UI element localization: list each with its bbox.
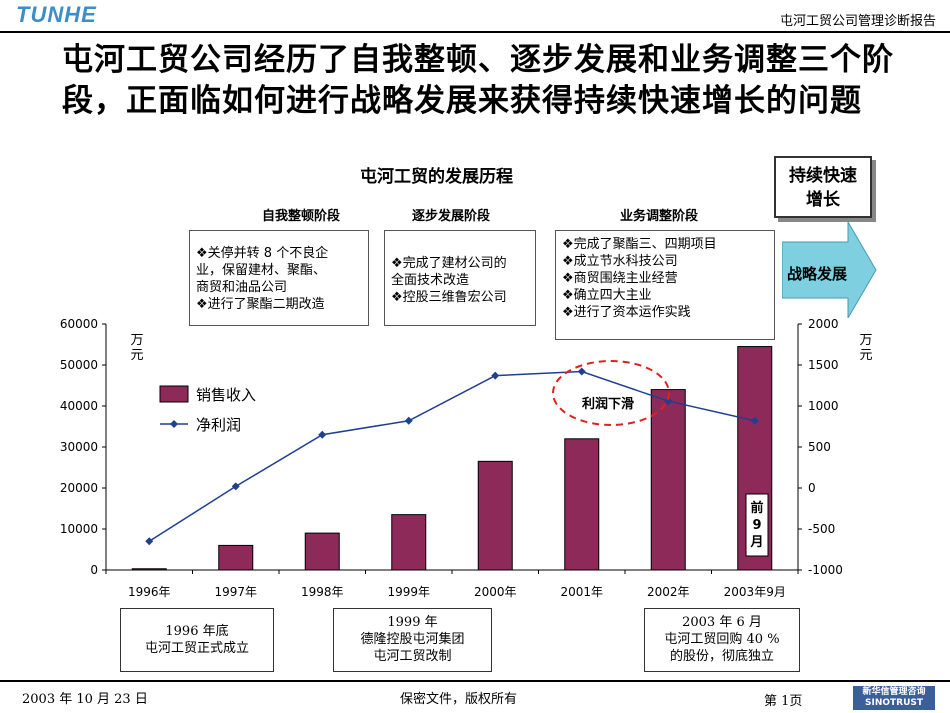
stage-box-1: ❖关停并转 8 个不良企 业，保留建材、聚酯、 商贸和油品公司 ❖进行了聚酯二期… (189, 230, 369, 326)
bar-sales (650, 389, 686, 571)
stage-2-item: 全面技术改造 (391, 273, 470, 288)
right-axis-tick-label: -1000 (808, 563, 843, 577)
point-net-profit (491, 371, 500, 380)
legend-label-sales: 销售收入 (196, 386, 256, 404)
point-net-profit (664, 397, 673, 406)
point-net-profit (318, 430, 327, 439)
left-axis-tick-label: 50000 (60, 358, 98, 372)
left-axis-tick-label: 30000 (60, 440, 98, 454)
right-axis-label: 万 (859, 333, 872, 348)
milestone-2003-line3: 的股份，彻底独立 (669, 649, 774, 664)
right-axis-tick-label: 2000 (808, 317, 839, 331)
goal-line-2: 增长 (806, 190, 840, 210)
x-axis-tick-label: 1999年 (387, 585, 430, 599)
point-net-profit (404, 416, 413, 425)
point-net-profit (750, 416, 759, 425)
consultancy-name-en: SINOTRUST (864, 698, 923, 708)
stage-box-3: ❖完成了聚酯三、四期项目 ❖成立节水科技公司 ❖商贸围绕主业经营 ❖确立四大主业… (555, 230, 775, 340)
bar-sales (131, 568, 167, 571)
stage-label-1: 自我整顿阶段 (262, 209, 341, 224)
left-axis-tick-label: 60000 (60, 317, 98, 331)
x-axis-tick-label: 1998年 (301, 585, 344, 599)
stage-1-item: 商贸和油品公司 (196, 280, 288, 295)
stage-2-item: ❖控股三维鲁宏公司 (391, 290, 507, 305)
milestone-1996-line1: 1996 年底 (165, 624, 229, 639)
milestone-2003-line1: 2003 年 6 月 (682, 615, 762, 630)
bar-sales (477, 460, 513, 571)
stage-2-item: ❖完成了建材公司的 (391, 256, 507, 271)
partial-year-box (745, 493, 769, 557)
point-net-profit (577, 367, 586, 376)
footer-date: 2003 年 10 月 23 日 (22, 692, 148, 707)
stage-1-item: ❖关停并转 8 个不良企 (196, 246, 329, 261)
milestone-1999-line1: 1999 年 (387, 615, 438, 630)
goal-line-1: 持续快速 (789, 166, 857, 186)
stage-box-2: ❖完成了建材公司的 全面技术改造 ❖控股三维鲁宏公司 (384, 230, 536, 326)
right-axis-tick-label: 0 (808, 481, 816, 495)
right-axis-tick-label: -500 (808, 522, 835, 536)
left-axis-label: 万 (130, 333, 143, 348)
bar-sales (218, 544, 254, 571)
stage-3-item: ❖确立四大主业 (562, 288, 652, 303)
footer-confidential: 保密文件，版权所有 (400, 692, 518, 707)
left-axis-tick-label: 10000 (60, 522, 98, 536)
x-axis-tick-label: 2002年 (647, 585, 690, 599)
milestone-1996-line2: 屯河工贸正式成立 (144, 641, 249, 656)
stage-3-item: ❖进行了资本运作实践 (562, 305, 691, 320)
strategy-arrow (782, 222, 877, 318)
stage-label-3: 业务调整阶段 (620, 209, 699, 224)
stage-1-item: ❖进行了聚酯二期改造 (196, 297, 325, 312)
goal-box: 持续快速 增长 (774, 156, 872, 218)
right-axis-tick-label: 1000 (808, 399, 839, 413)
legend-marker-profit (170, 420, 178, 428)
report-title: 屯河工贸公司管理诊断报告 (779, 14, 936, 29)
header-divider (0, 31, 950, 33)
right-axis-tick-label: 500 (808, 440, 831, 454)
legend-label-profit: 净利润 (196, 416, 241, 434)
partial-year-label: 月 (749, 535, 763, 550)
strategy-arrow-label: 战略发展 (787, 265, 848, 283)
stage-label-2: 逐步发展阶段 (412, 209, 491, 224)
left-axis-tick-label: 40000 (60, 399, 98, 413)
footer-divider (0, 680, 950, 682)
x-axis-tick-label: 1996年 (128, 585, 171, 599)
right-axis-tick-label: 1500 (808, 358, 839, 372)
consultancy-name-cn: 新华信管理咨询 (862, 687, 926, 697)
partial-year-label: 前 (750, 500, 763, 516)
profit-drop-ellipse (552, 360, 670, 426)
x-axis-tick-label: 2001年 (560, 585, 603, 599)
page-title: 屯河工贸公司经历了自我整顿、逐步发展和业务调整三个阶段，正面临如何进行战略发展来… (62, 42, 894, 119)
stage-1-item: 业，保留建材、聚酯、 (196, 263, 327, 278)
left-axis-tick-label: 0 (90, 563, 98, 577)
line-net-profit (148, 370, 755, 542)
stage-3-item: ❖成立节水科技公司 (562, 254, 678, 269)
milestone-1996: 1996 年底 屯河工贸正式成立 (120, 608, 274, 672)
stage-3-item: ❖完成了聚酯三、四期项目 (562, 237, 717, 252)
bar-sales (564, 438, 600, 571)
logo: TUNHE (16, 2, 97, 27)
x-axis-tick-label: 1997年 (214, 585, 257, 599)
point-net-profit (145, 537, 154, 546)
milestone-1999-line2: 德隆控股屯河集团 (360, 632, 465, 647)
point-net-profit (231, 482, 240, 491)
page-number: 第 1页 (764, 694, 803, 709)
left-axis-tick-label: 20000 (60, 481, 98, 495)
x-axis-tick-label: 2003年9月 (724, 585, 786, 599)
right-axis-label: 元 (859, 348, 872, 363)
profit-drop-label: 利润下滑 (582, 396, 634, 412)
left-axis-label: 元 (130, 348, 143, 363)
chart-title: 屯河工贸的发展历程 (360, 167, 513, 187)
consultancy-logo: 新华信管理咨询 SINOTRUST (853, 686, 935, 710)
legend-swatch-sales (159, 385, 189, 403)
partial-year-label: 9 (752, 518, 761, 533)
x-axis-tick-label: 2000年 (474, 585, 517, 599)
milestone-2003-line2: 屯河工贸回购 40 % (664, 632, 780, 647)
milestone-2003: 2003 年 6 月 屯河工贸回购 40 % 的股份，彻底独立 (644, 608, 800, 672)
milestone-1999: 1999 年 德隆控股屯河集团 屯河工贸改制 (333, 608, 492, 672)
bar-sales (391, 514, 427, 571)
bar-sales (304, 532, 340, 571)
milestone-1999-line3: 屯河工贸改制 (373, 649, 452, 664)
stage-3-item: ❖商贸围绕主业经营 (562, 271, 678, 286)
